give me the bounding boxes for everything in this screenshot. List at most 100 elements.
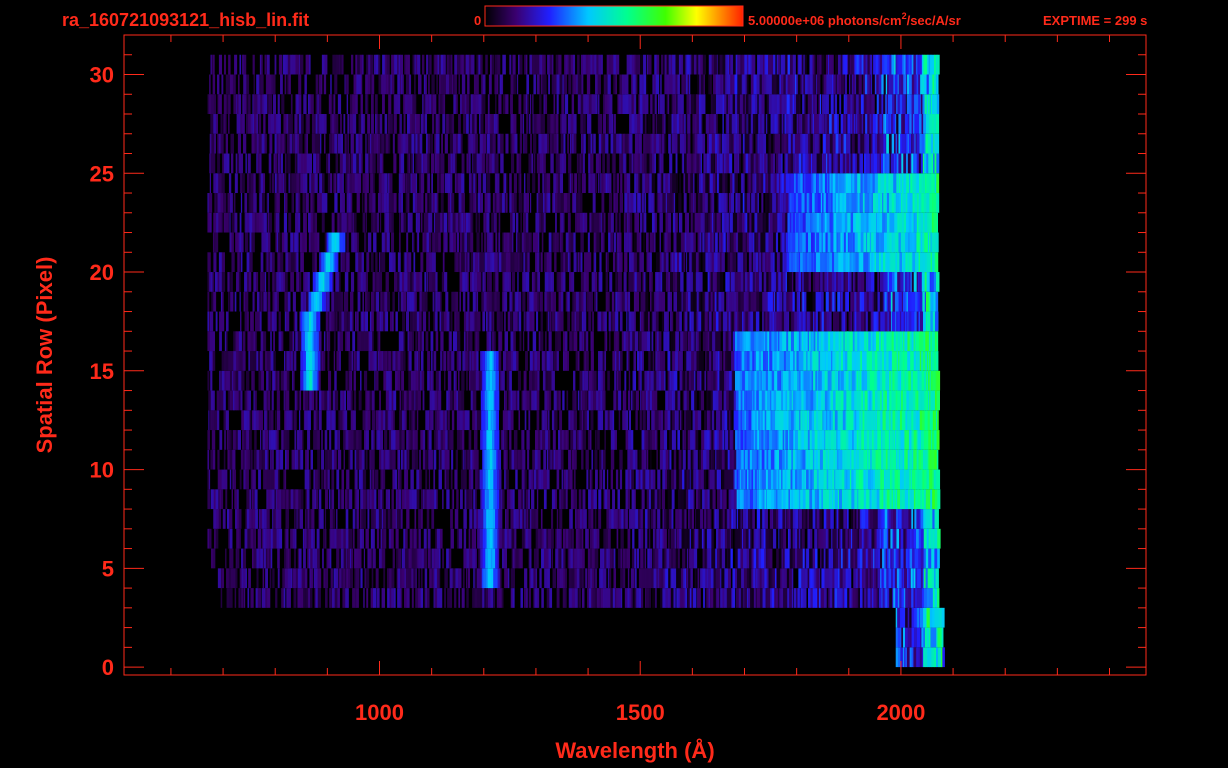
heatmap-cell — [664, 548, 667, 569]
heatmap-cell — [824, 568, 828, 589]
heatmap-cell — [467, 449, 470, 470]
heatmap-cell — [930, 627, 934, 648]
heatmap-cell — [291, 489, 294, 510]
heatmap-cell — [762, 509, 766, 529]
heatmap-cell — [902, 627, 906, 648]
heatmap-cell — [656, 528, 660, 549]
heatmap-cell — [866, 351, 870, 371]
heatmap-cell — [786, 272, 790, 292]
heatmap-cell — [285, 528, 287, 549]
heatmap-cell — [602, 351, 605, 371]
heatmap-cell — [489, 528, 494, 549]
heatmap-cell — [691, 509, 695, 529]
heatmap-cell — [602, 568, 607, 589]
heatmap-cell — [307, 509, 310, 529]
heatmap-cell — [348, 548, 351, 569]
heatmap-cell — [675, 410, 677, 431]
heatmap-cell — [770, 272, 772, 292]
heatmap-cell — [761, 568, 765, 589]
heatmap-cell — [277, 449, 279, 470]
heatmap-cell — [929, 588, 933, 608]
heatmap-cell — [436, 430, 439, 450]
heatmap-cell — [845, 509, 848, 529]
heatmap-cell — [520, 588, 523, 608]
heatmap-cell — [467, 568, 470, 589]
heatmap-cell — [428, 311, 430, 332]
heatmap-cell — [744, 272, 748, 292]
heatmap-cell — [742, 370, 744, 391]
heatmap-cell — [383, 528, 387, 549]
heatmap-cell — [754, 528, 756, 549]
heatmap-cell — [492, 449, 494, 470]
heatmap-cell — [534, 588, 538, 608]
heatmap-cell — [928, 548, 932, 569]
heatmap-cell — [650, 489, 653, 510]
heatmap-cell — [815, 390, 818, 411]
heatmap-cell — [571, 449, 575, 470]
heatmap-cell — [697, 370, 701, 391]
heatmap-cell — [867, 489, 870, 510]
heatmap-cell — [411, 568, 414, 589]
heatmap-cell — [701, 311, 704, 332]
heatmap-cell — [880, 509, 882, 529]
heatmap-cell — [482, 370, 485, 391]
heatmap-cell — [790, 370, 795, 391]
heatmap-cell — [372, 272, 376, 292]
heatmap-cell — [890, 528, 893, 549]
heatmap-cell — [356, 430, 359, 450]
heatmap-cell — [668, 390, 670, 411]
heatmap-cell — [439, 449, 442, 470]
heatmap-cell — [800, 449, 803, 470]
heatmap-cell — [789, 272, 793, 292]
heatmap-cell — [696, 291, 700, 312]
heatmap-cell — [668, 410, 670, 431]
heatmap-cell — [238, 331, 242, 352]
heatmap-cell — [917, 430, 922, 450]
heatmap-cell — [541, 410, 543, 431]
heatmap-cell — [350, 370, 353, 391]
heatmap-cell — [695, 449, 698, 470]
heatmap-cell — [837, 489, 840, 510]
heatmap-cell — [848, 370, 852, 391]
heatmap-cell — [323, 331, 326, 352]
heatmap-cell — [420, 568, 423, 589]
heatmap-cell — [619, 291, 622, 312]
heatmap-cell — [472, 390, 477, 411]
heatmap-cell — [240, 351, 243, 371]
heatmap-cell — [832, 410, 836, 431]
heatmap-cell — [851, 331, 854, 352]
heatmap-cell — [525, 489, 529, 510]
heatmap-cell — [832, 370, 836, 391]
heatmap-cell — [305, 311, 307, 332]
heatmap-cell — [600, 410, 604, 431]
heatmap-cell — [722, 489, 724, 510]
heatmap-cell — [807, 489, 810, 510]
heatmap-cell — [536, 489, 539, 510]
heatmap-cell — [777, 469, 780, 490]
heatmap-cell — [650, 449, 652, 470]
heatmap-cell — [810, 311, 814, 332]
heatmap-cell — [494, 430, 498, 450]
heatmap-cell — [877, 370, 881, 391]
heatmap-cell — [740, 430, 744, 450]
heatmap-cell — [937, 410, 939, 431]
heatmap-cell — [785, 430, 789, 450]
heatmap-cell — [528, 528, 532, 549]
heatmap-cell — [741, 469, 744, 490]
heatmap-cell — [902, 449, 905, 470]
heatmap-cell — [795, 469, 798, 490]
heatmap-cell — [404, 469, 407, 490]
heatmap-cell — [935, 647, 939, 668]
heatmap-cell — [686, 390, 690, 411]
heatmap-cell — [406, 588, 408, 608]
heatmap-cell — [791, 311, 793, 332]
heatmap-cell — [494, 489, 498, 510]
heatmap-cell — [350, 568, 353, 589]
heatmap-cell — [220, 568, 223, 589]
heatmap-cell — [324, 568, 329, 589]
heatmap-cell — [313, 291, 317, 312]
heatmap-cell — [460, 469, 464, 490]
heatmap-cell — [677, 272, 680, 292]
heatmap-cell — [857, 272, 860, 292]
heatmap-cell — [722, 311, 725, 332]
